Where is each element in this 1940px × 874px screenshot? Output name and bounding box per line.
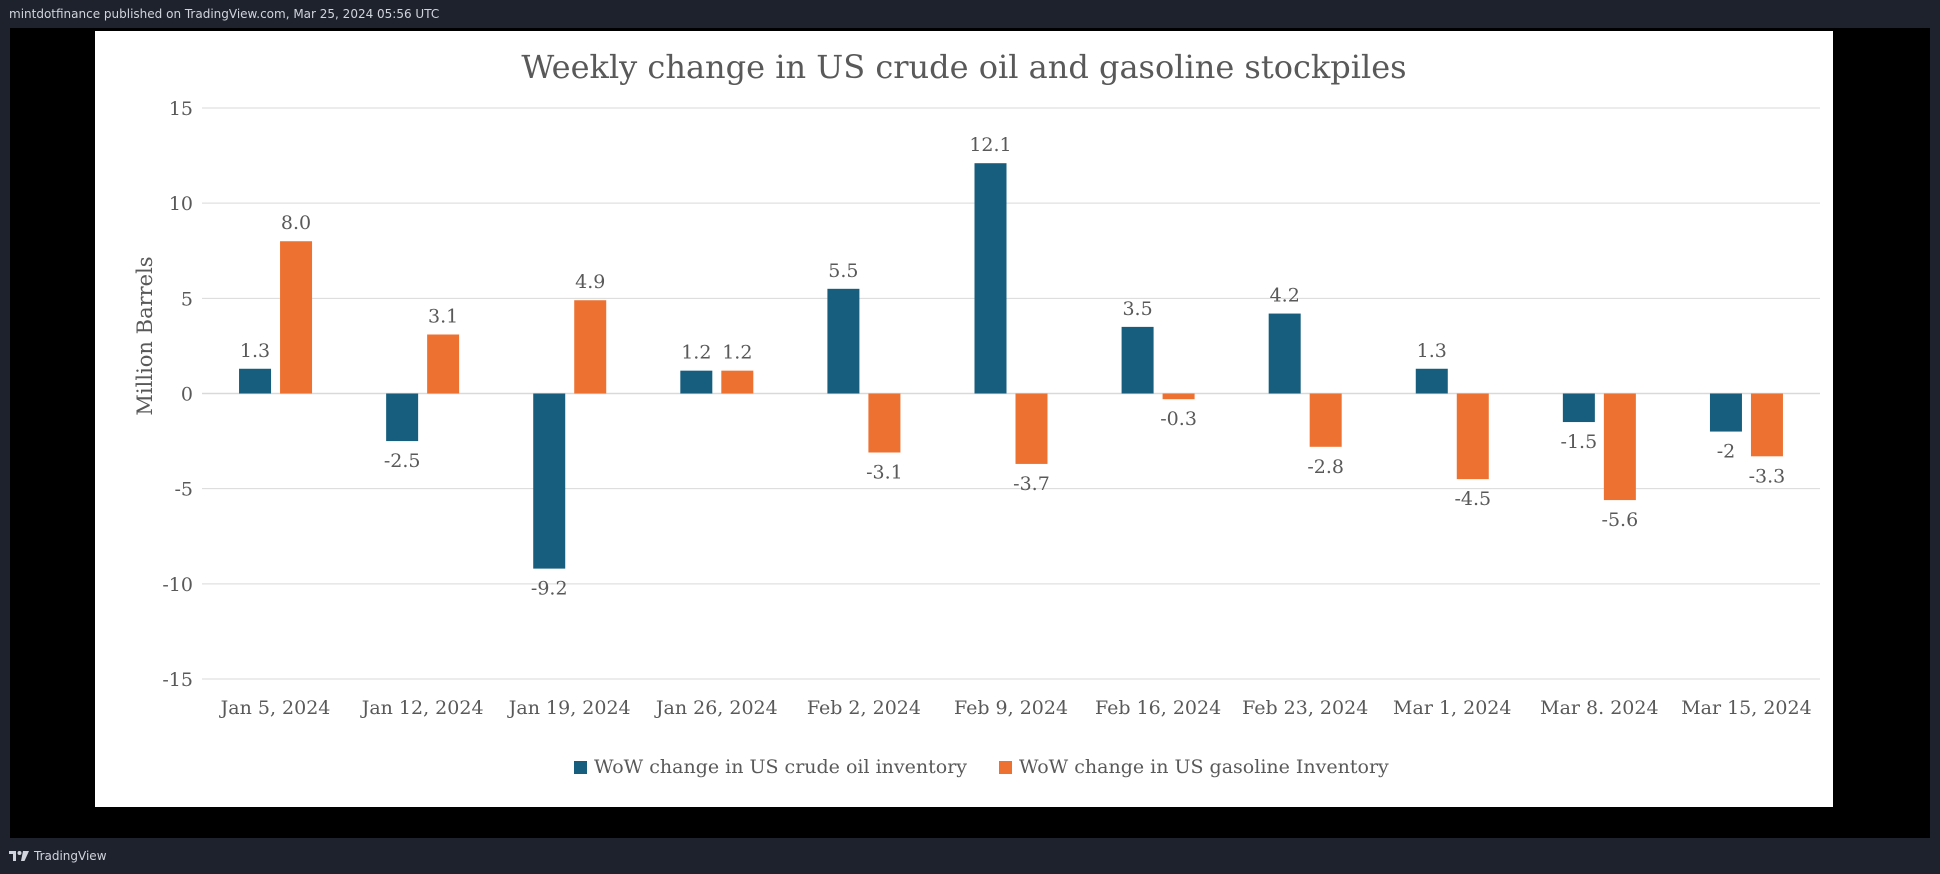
y-tick-label: 15 — [169, 98, 193, 120]
bars — [239, 163, 1783, 569]
gasoline-data-label: -3.3 — [1749, 465, 1786, 487]
x-tick-label: Jan 19, 2024 — [507, 697, 631, 719]
y-tick-label: 10 — [169, 193, 193, 215]
x-tick-label: Jan 12, 2024 — [360, 697, 484, 719]
gasoline-bar — [574, 300, 607, 394]
crude-oil-bar — [239, 368, 272, 394]
gasoline-bar — [427, 334, 460, 394]
gasoline-data-label: -5.6 — [1602, 509, 1639, 531]
publish-header: mintdotfinance published on TradingView.… — [0, 0, 1940, 28]
x-tick-label: Feb 23, 2024 — [1242, 697, 1368, 719]
gasoline-bar — [1603, 393, 1636, 501]
crude-oil-data-label: 5.5 — [828, 260, 858, 282]
gasoline-data-label: 4.9 — [575, 271, 605, 293]
crude-oil-data-label: 1.3 — [240, 340, 270, 362]
gasoline-data-label: -3.1 — [866, 462, 903, 484]
crude-oil-data-label: -2.5 — [384, 450, 421, 472]
gasoline-bar — [1015, 393, 1048, 464]
x-tick-label: Feb 16, 2024 — [1095, 697, 1221, 719]
y-tick-label: -5 — [174, 479, 193, 501]
y-axis-label: Million Barrels — [133, 256, 157, 415]
crude-oil-bar — [533, 393, 566, 569]
crude-oil-data-label: -1.5 — [1561, 431, 1598, 453]
gasoline-bar — [721, 370, 754, 394]
gasoline-bar — [1456, 393, 1489, 480]
crude-oil-bar — [680, 370, 713, 394]
y-tick-label: 0 — [181, 384, 193, 406]
x-tick-label: Mar 1, 2024 — [1393, 697, 1511, 719]
x-tick-label: Feb 9, 2024 — [954, 697, 1068, 719]
gasoline-data-label: 1.2 — [722, 342, 752, 364]
legend-label-crude-oil: WoW change in US crude oil inventory — [594, 756, 967, 778]
crude-oil-data-label: 4.2 — [1270, 285, 1300, 307]
legend-label-gasoline: WoW change in US gasoline Inventory — [1019, 756, 1389, 778]
gasoline-bar — [1309, 393, 1342, 447]
y-tick-label: -10 — [162, 574, 193, 596]
gasoline-data-label: -3.7 — [1013, 473, 1050, 495]
crude-oil-bar — [386, 393, 419, 442]
footer: TradingView — [0, 838, 1940, 874]
gasoline-bar — [1162, 393, 1195, 400]
x-tick-label: Feb 2, 2024 — [807, 697, 921, 719]
gasoline-data-label: -4.5 — [1454, 488, 1491, 510]
crude-oil-bar — [1415, 368, 1448, 394]
gasoline-data-label: 3.1 — [428, 305, 458, 327]
chart-title: Weekly change in US crude oil and gasoli… — [521, 48, 1406, 86]
y-tick-labels: 15 10 5 0 -5 -10 -15 — [162, 98, 193, 691]
legend: WoW change in US crude oil inventory WoW … — [574, 756, 1389, 778]
x-tick-label: Mar 15, 2024 — [1681, 697, 1812, 719]
gasoline-bar — [280, 241, 313, 394]
data-labels: 1.3 8.0 -2.5 3.1 -9.2 4.9 1.2 1.2 5.5 -3.1 12.1 -3.… — [240, 134, 1785, 599]
gasoline-data-label: 8.0 — [281, 212, 311, 234]
crude-oil-bar — [1121, 326, 1154, 394]
chart-frame: Weekly change in US crude oil and gasoli… — [10, 28, 1930, 838]
gasoline-bar — [868, 393, 901, 453]
gasoline-bar — [1750, 393, 1783, 457]
y-tick-label: -15 — [162, 669, 193, 691]
crude-oil-bar — [1562, 393, 1595, 423]
crude-oil-data-label: -9.2 — [531, 578, 568, 600]
crude-oil-bar — [1709, 393, 1742, 432]
x-tick-label: Jan 5, 2024 — [219, 697, 331, 719]
crude-oil-data-label: 1.2 — [681, 342, 711, 364]
x-tick-label: Jan 26, 2024 — [654, 697, 778, 719]
tradingview-logo-icon — [9, 851, 29, 861]
grid-lines — [202, 107, 1820, 680]
x-tick-labels: Jan 5, 2024 Jan 12, 2024 Jan 19, 2024 Jan 2… — [219, 697, 1812, 719]
crude-oil-bar — [1268, 313, 1301, 394]
chart-card: Weekly change in US crude oil and gasoli… — [95, 31, 1833, 807]
crude-oil-bar — [974, 163, 1007, 394]
x-tick-label: Mar 8. 2024 — [1540, 697, 1658, 719]
crude-oil-data-label: 1.3 — [1417, 340, 1447, 362]
crude-oil-data-label: 3.5 — [1122, 298, 1152, 320]
legend-swatch-gasoline — [999, 761, 1012, 774]
y-tick-label: 5 — [181, 288, 193, 310]
crude-oil-data-label: -2 — [1717, 441, 1736, 463]
publish-line: mintdotfinance published on TradingView.… — [9, 7, 440, 21]
crude-oil-data-label: 12.1 — [969, 134, 1011, 156]
crude-oil-bar — [827, 288, 860, 394]
gasoline-data-label: -0.3 — [1160, 408, 1197, 430]
chart: Weekly change in US crude oil and gasoli… — [133, 48, 1820, 778]
footer-brand: TradingView — [34, 849, 107, 863]
gasoline-data-label: -2.8 — [1307, 456, 1344, 478]
legend-swatch-crude-oil — [574, 761, 587, 774]
